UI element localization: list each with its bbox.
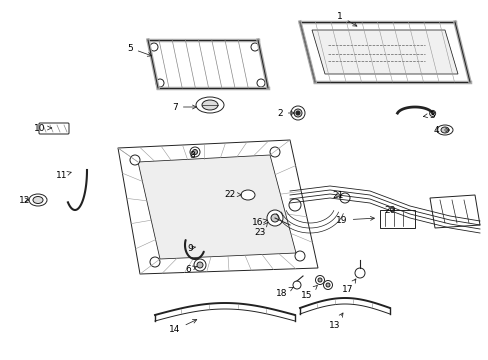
- Circle shape: [192, 149, 197, 154]
- Polygon shape: [118, 140, 317, 274]
- Circle shape: [325, 283, 329, 287]
- Circle shape: [269, 147, 280, 157]
- Text: 15: 15: [301, 285, 317, 300]
- Circle shape: [266, 210, 283, 226]
- Circle shape: [197, 262, 203, 268]
- Circle shape: [339, 193, 349, 203]
- Polygon shape: [148, 40, 267, 88]
- Ellipse shape: [33, 197, 43, 203]
- Text: 17: 17: [342, 279, 355, 294]
- Circle shape: [295, 111, 299, 115]
- Text: 1: 1: [336, 12, 356, 26]
- Circle shape: [194, 259, 205, 271]
- Circle shape: [354, 268, 364, 278]
- Polygon shape: [311, 30, 457, 74]
- Ellipse shape: [196, 97, 224, 113]
- Text: 11: 11: [56, 171, 71, 180]
- Text: 19: 19: [336, 216, 374, 225]
- Circle shape: [270, 214, 279, 222]
- Circle shape: [130, 155, 140, 165]
- Text: 12: 12: [19, 195, 31, 204]
- Polygon shape: [138, 155, 295, 259]
- Text: 10: 10: [34, 123, 51, 132]
- Ellipse shape: [440, 127, 448, 133]
- Circle shape: [293, 109, 302, 117]
- Text: 8: 8: [189, 150, 195, 159]
- FancyBboxPatch shape: [39, 123, 69, 134]
- Ellipse shape: [241, 190, 254, 200]
- Text: 18: 18: [276, 287, 293, 297]
- Circle shape: [292, 281, 301, 289]
- Circle shape: [250, 43, 259, 51]
- Circle shape: [150, 257, 160, 267]
- Text: 13: 13: [328, 313, 342, 329]
- Circle shape: [288, 199, 301, 211]
- Circle shape: [290, 106, 305, 120]
- Text: 21: 21: [332, 190, 343, 199]
- Polygon shape: [429, 195, 479, 228]
- Polygon shape: [379, 210, 414, 228]
- Text: 23: 23: [254, 222, 267, 237]
- Circle shape: [257, 79, 264, 87]
- Circle shape: [429, 111, 435, 116]
- Ellipse shape: [29, 194, 47, 206]
- Polygon shape: [299, 22, 469, 82]
- Text: 5: 5: [127, 44, 151, 56]
- Text: 9: 9: [187, 243, 195, 252]
- Text: 20: 20: [384, 206, 395, 215]
- Circle shape: [294, 251, 305, 261]
- Circle shape: [317, 278, 321, 282]
- Circle shape: [150, 43, 158, 51]
- Text: 4: 4: [432, 126, 448, 135]
- Text: 3: 3: [423, 111, 434, 120]
- Ellipse shape: [202, 100, 218, 110]
- Text: 7: 7: [172, 103, 196, 112]
- Text: 16: 16: [252, 217, 266, 226]
- Ellipse shape: [436, 125, 452, 135]
- Text: 22: 22: [224, 189, 241, 198]
- Text: 14: 14: [169, 320, 196, 334]
- Text: 6: 6: [185, 266, 196, 274]
- Circle shape: [323, 280, 332, 289]
- Circle shape: [156, 79, 163, 87]
- Text: 2: 2: [277, 108, 294, 117]
- Circle shape: [315, 275, 324, 284]
- Circle shape: [190, 147, 200, 157]
